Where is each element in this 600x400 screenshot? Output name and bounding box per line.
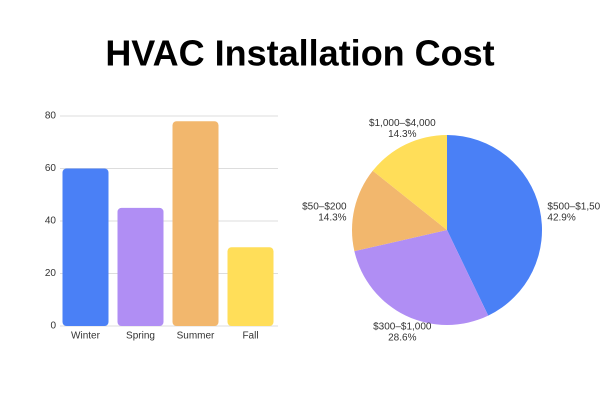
x-tick-label: Summer [177,331,215,342]
bar [117,207,164,326]
pie-label: $500–$1,500 [547,202,600,213]
pie-slice [372,135,447,230]
pie-slice [352,170,447,252]
page-title: HVAC Installation Cost [105,33,494,74]
bar [227,247,274,326]
pie-value-label: 28.6% [388,332,416,343]
y-tick-label: 80 [45,111,57,122]
pie-label: $1,000–$4,000 [369,118,436,129]
pie-label: $300–$1,000 [373,321,432,332]
pie-slice [354,230,489,325]
bar [172,121,219,326]
x-tick-label: Winter [71,331,101,342]
pie-value-label: 14.3% [388,129,416,140]
pie-value-label: 42.9% [547,213,575,224]
pie-value-label: 14.3% [318,213,346,224]
pie-label: $50–$200 [302,202,347,213]
x-tick-label: Spring [126,331,155,342]
pie-slice [447,135,543,316]
bar [62,168,109,326]
y-tick-label: 0 [50,321,56,332]
y-tick-label: 40 [45,216,57,227]
y-tick-label: 20 [45,268,57,279]
y-tick-label: 60 [45,163,57,174]
x-tick-label: Fall [242,331,258,342]
